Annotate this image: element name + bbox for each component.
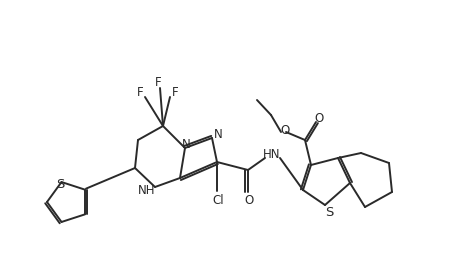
Text: O: O [281, 125, 290, 138]
Text: O: O [244, 193, 254, 206]
Text: S: S [56, 178, 65, 190]
Text: F: F [137, 86, 144, 100]
Text: Cl: Cl [212, 194, 224, 208]
Text: NH: NH [138, 184, 156, 197]
Text: F: F [155, 76, 161, 88]
Text: N: N [182, 138, 191, 150]
Text: N: N [213, 128, 222, 141]
Text: HN: HN [263, 149, 281, 162]
Text: O: O [315, 112, 323, 125]
Text: F: F [171, 86, 178, 100]
Text: S: S [325, 206, 333, 218]
